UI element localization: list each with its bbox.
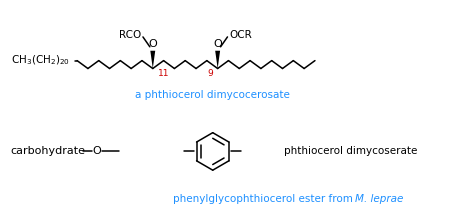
Text: phthiocerol dimycoserate: phthiocerol dimycoserate bbox=[284, 146, 417, 157]
Text: 11: 11 bbox=[158, 69, 169, 78]
Polygon shape bbox=[215, 51, 220, 69]
Polygon shape bbox=[150, 51, 155, 69]
Text: O: O bbox=[148, 39, 157, 49]
Text: CH$_3$(CH$_2$)$_{20}$: CH$_3$(CH$_2$)$_{20}$ bbox=[11, 54, 70, 68]
Text: O: O bbox=[92, 146, 101, 157]
Text: 9: 9 bbox=[207, 69, 213, 78]
Text: OCR: OCR bbox=[230, 30, 252, 40]
Text: carbohydrate: carbohydrate bbox=[10, 146, 85, 157]
Text: RCO: RCO bbox=[119, 30, 141, 40]
Text: a phthiocerol dimycocerosate: a phthiocerol dimycocerosate bbox=[135, 90, 290, 100]
Text: O: O bbox=[213, 39, 222, 49]
Text: phenylglycophthiocerol ester from: phenylglycophthiocerol ester from bbox=[173, 194, 356, 204]
Text: M. leprae: M. leprae bbox=[355, 194, 404, 204]
